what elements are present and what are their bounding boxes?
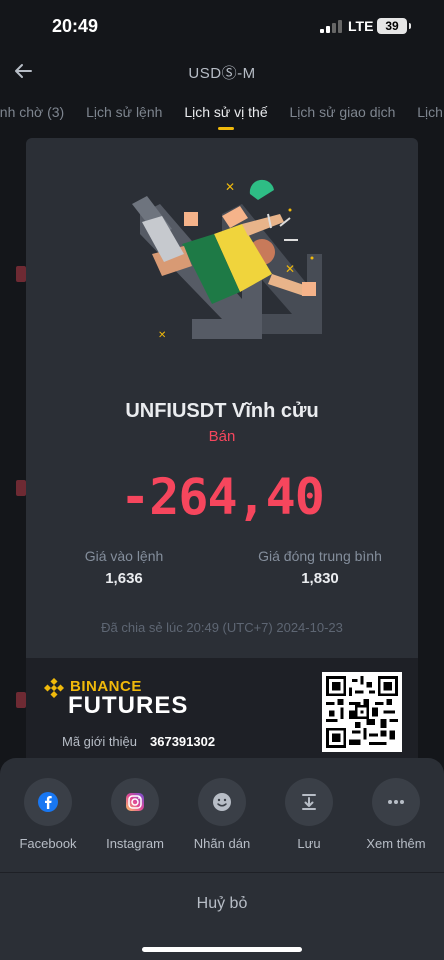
tab-position-history[interactable]: Lịch sử vị thế xyxy=(184,100,268,130)
referral-label: Mã giới thiệu xyxy=(62,734,138,749)
save-icon xyxy=(302,794,316,810)
binance-logo-icon xyxy=(44,678,64,698)
tab-trade-history[interactable]: Lịch sử giao dịch xyxy=(289,104,396,120)
pnl-share-card: ✕ ✕ ✕ UNFIUSDT Vĩnh cửu Bán -264,40 Giá … xyxy=(26,138,418,658)
svg-text:✕: ✕ xyxy=(225,180,235,194)
shared-timestamp: Đã chia sẻ lúc 20:49 (UTC+7) 2024-10-23 xyxy=(101,620,343,635)
app-header: USDⓈ-M xyxy=(0,52,444,96)
share-save-label: Lưu xyxy=(297,836,321,851)
instagram-icon xyxy=(126,793,144,811)
share-instagram-button[interactable]: Instagram xyxy=(91,778,179,851)
sticker-icon xyxy=(213,793,231,811)
entry-price-value: 1,636 xyxy=(105,570,143,587)
entry-price-stat: Giá vào lệnh 1,636 xyxy=(26,548,222,587)
cancel-button[interactable]: Huỷ bỏ xyxy=(0,873,444,935)
share-sticker-label: Nhãn dán xyxy=(193,836,251,851)
entry-price-label: Giá vào lệnh xyxy=(84,548,164,564)
side-badge xyxy=(16,480,26,496)
status-time: 20:49 xyxy=(52,16,99,36)
share-facebook-label: Facebook xyxy=(19,836,77,851)
share-card-footer: BINANCE FUTURES Mã giới thiệu 367391302 xyxy=(26,658,418,768)
share-facebook-button[interactable]: Facebook xyxy=(4,778,92,851)
page-title: USDⓈ-M xyxy=(188,65,256,82)
close-price-value: 1,830 xyxy=(301,570,339,587)
tab-more-history[interactable]: Lịch sử xyxy=(417,104,444,120)
falling-figure-illustration: ✕ ✕ ✕ xyxy=(132,179,322,341)
history-tabs: ệnh chờ (3) Lịch sử lệnh Lịch sử vị thế … xyxy=(0,100,444,136)
close-price-stat: Giá đóng trung bình 1,830 xyxy=(222,548,418,587)
back-arrow-icon[interactable] xyxy=(12,60,34,82)
tab-open-orders[interactable]: ệnh chờ (3) xyxy=(0,104,65,120)
position-side: Bán xyxy=(208,428,236,445)
more-icon xyxy=(388,800,404,804)
referral-code: 367391302 xyxy=(150,734,216,749)
svg-text:✕: ✕ xyxy=(285,262,295,276)
close-price-label: Giá đóng trung bình xyxy=(258,548,382,564)
share-more-label: Xem thêm xyxy=(366,836,426,851)
share-instagram-label: Instagram xyxy=(106,836,164,851)
battery-icon: 39 xyxy=(377,18,411,34)
brand-product: FUTURES xyxy=(68,692,189,719)
home-indicator[interactable] xyxy=(142,947,302,952)
share-save-button[interactable]: Lưu xyxy=(265,778,353,851)
share-sheet: Facebook Instagram xyxy=(0,758,444,960)
position-history-list xyxy=(0,140,444,760)
svg-text:✕: ✕ xyxy=(158,330,166,341)
share-sticker-button[interactable]: Nhãn dán xyxy=(178,778,266,851)
pnl-value: -264,40 xyxy=(120,468,325,526)
facebook-icon xyxy=(38,792,58,812)
brand-name: BINANCE xyxy=(70,678,142,695)
qr-code xyxy=(322,672,402,752)
contract-name: UNFIUSDT Vĩnh cửu xyxy=(125,400,319,422)
signal-icon xyxy=(320,20,342,33)
side-badge xyxy=(16,692,26,708)
network-type: LTE xyxy=(348,18,374,34)
cancel-bar: Huỷ bỏ xyxy=(0,872,444,934)
tab-order-history[interactable]: Lịch sử lệnh xyxy=(86,104,163,120)
status-bar: 20:49 LTE 39 xyxy=(0,0,444,52)
share-more-button[interactable]: Xem thêm xyxy=(352,778,440,851)
side-badge xyxy=(16,266,26,282)
